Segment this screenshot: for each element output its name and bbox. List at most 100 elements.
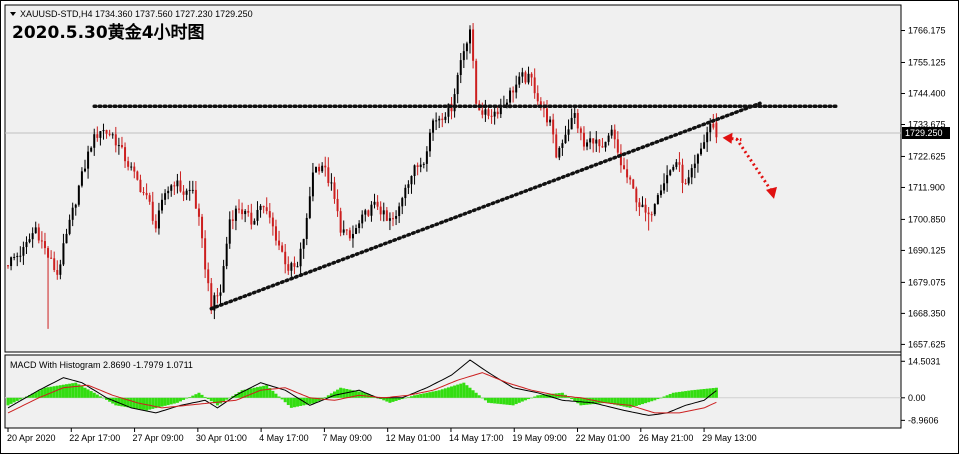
macd-histogram-bar (644, 397, 648, 404)
candle-body (355, 228, 358, 234)
candle-body (533, 77, 536, 94)
macd-histogram-bar (409, 396, 413, 398)
candle-body (333, 182, 336, 199)
macd-histogram-bar (480, 397, 484, 399)
candle-body (173, 185, 176, 187)
candle-body (136, 171, 139, 180)
candle-body (145, 192, 148, 196)
macd-histogram-bar (582, 397, 586, 406)
candle-body (10, 257, 13, 267)
macd-histogram-bar (237, 392, 241, 398)
macd-histogram-bar (296, 397, 300, 407)
macd-histogram-bar (671, 392, 675, 398)
macd-histogram-bar (496, 397, 500, 404)
candle-body (361, 214, 364, 224)
macd-histogram-bar (86, 389, 90, 398)
candle-body (475, 60, 478, 104)
candle-body (505, 102, 508, 105)
macd-histogram-bar (163, 397, 167, 406)
macd-histogram-bar (117, 397, 121, 406)
candle-body (7, 265, 9, 267)
macd-histogram-bar (289, 397, 293, 408)
candle-body (302, 238, 305, 249)
symbol-dropdown-icon[interactable] (10, 12, 16, 16)
macd-histogram-bar (391, 397, 395, 402)
macd-histogram-bar (468, 387, 472, 398)
macd-histogram-bar (450, 386, 454, 398)
candle-body (490, 115, 493, 117)
macd-histogram-bar (166, 397, 170, 406)
candle-body (681, 164, 684, 183)
time-tick-label: 19 May 09:00 (512, 433, 567, 443)
macd-histogram-bar (416, 394, 420, 398)
candle-body (592, 138, 595, 144)
macd-histogram-bar (185, 397, 189, 399)
macd-histogram-bar (317, 397, 321, 401)
macd-histogram-bar (354, 390, 358, 398)
candle-body (305, 217, 308, 239)
macd-histogram-bar (490, 397, 494, 404)
macd-histogram-bar (437, 390, 441, 398)
candle-body (598, 139, 601, 147)
candle-body (90, 147, 93, 152)
candle-body (47, 248, 50, 258)
candle-body (379, 206, 382, 215)
macd-histogram-bar (502, 397, 506, 405)
macd-histogram-bar (95, 394, 99, 398)
macd-histogram-bar (108, 397, 112, 402)
macd-histogram-bar (9, 397, 13, 404)
candle-body (213, 295, 216, 311)
macd-histogram-bar (58, 385, 62, 398)
macd-histogram-bar (637, 397, 641, 406)
candle-body (68, 219, 71, 234)
candle-body (311, 172, 314, 197)
macd-histogram-bar (200, 394, 204, 398)
macd-histogram-bar (702, 388, 706, 398)
macd-histogram-bar (434, 390, 438, 398)
macd-histogram-bar (508, 397, 512, 406)
macd-histogram-bar (323, 397, 327, 398)
candle-body (376, 201, 379, 207)
macd-histogram-bar (696, 389, 700, 398)
candle-body (385, 210, 388, 221)
macd-histogram-bar (120, 397, 124, 407)
macd-histogram-bar (542, 394, 546, 398)
macd-histogram-bar (474, 392, 478, 398)
candle-body (130, 166, 133, 168)
macd-histogram-bar (403, 397, 407, 399)
candle-body (586, 142, 589, 147)
candle-body (108, 133, 111, 135)
price-tick-label: 1766.175 (908, 26, 946, 36)
macd-histogram-bar (240, 390, 244, 398)
candle-body (709, 123, 712, 133)
candle-body (315, 166, 317, 173)
macd-histogram-bar (588, 397, 592, 405)
candle-body (179, 180, 182, 192)
chart-title: 2020.5.30黄金4小时图 (12, 22, 205, 43)
macd-histogram-bar (129, 397, 133, 408)
macd-histogram-bar (690, 390, 694, 398)
macd-histogram-bar (178, 397, 182, 402)
macd-histogram-bar (151, 397, 155, 409)
macd-histogram-bar (348, 389, 352, 398)
candle-body (99, 131, 102, 138)
candle-body (518, 76, 521, 85)
macd-histogram-bar (277, 396, 281, 398)
forecast-arrow-head (766, 186, 777, 199)
candle-body (225, 243, 228, 267)
candle-body (367, 210, 370, 216)
macd-histogram-bar (28, 395, 32, 398)
macd-histogram-bar (622, 397, 626, 407)
candle-body (435, 120, 438, 122)
candle-body (623, 165, 625, 170)
macd-histogram-bar (597, 397, 601, 404)
macd-histogram-bar (172, 397, 176, 404)
price-tick-label: 1679.075 (908, 277, 946, 287)
candle-body (373, 201, 376, 205)
macd-histogram-bar (123, 397, 127, 407)
macd-histogram-bar (283, 397, 287, 403)
candle-body (432, 120, 435, 133)
candle-body (50, 257, 53, 259)
macd-histogram-bar (145, 397, 149, 411)
